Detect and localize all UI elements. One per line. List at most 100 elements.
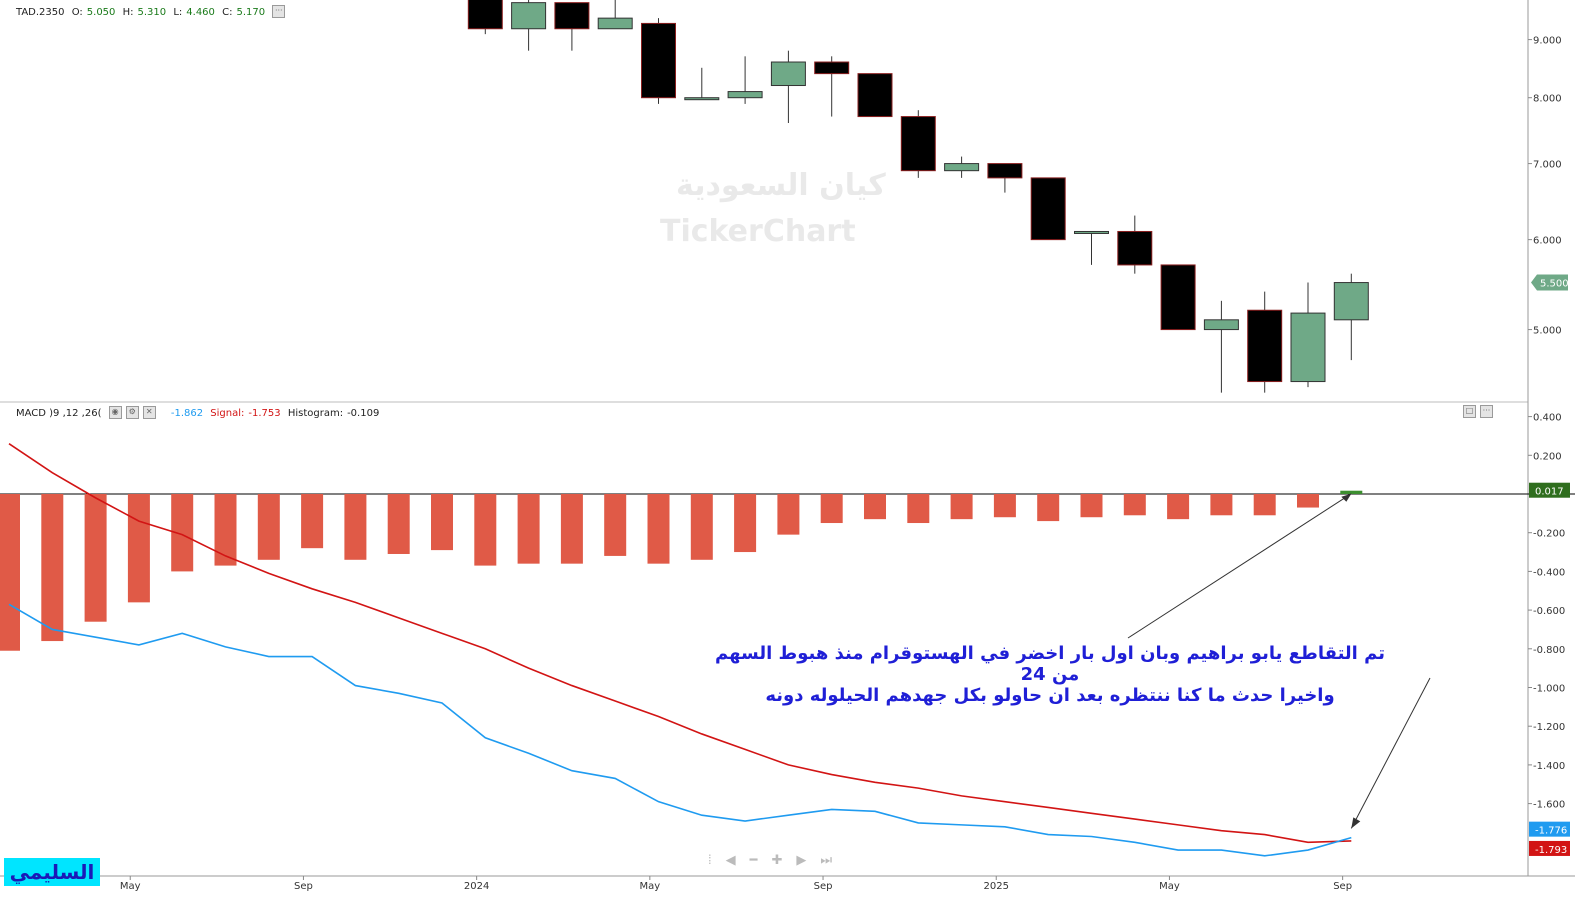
candle-down [987,163,1023,179]
annotation-text: تم التقاطع يابو براهيم وبان اول بار اخضر… [700,643,1400,706]
histogram-bar [1037,494,1060,522]
macd-last-label: -1.776 [1535,826,1567,837]
signal-line [8,443,1352,844]
candle-down [1247,309,1283,383]
annotation-arrow-crossover [1350,677,1431,829]
next-icon[interactable]: ▶ [796,852,821,867]
macd-tick-label: 0.400 [1533,413,1562,424]
time-tick-label: May [120,881,141,892]
histogram-bar [734,494,757,553]
histogram-bar [560,494,583,564]
signal-last-label: -1.793 [1535,845,1567,856]
histogram-bar [820,494,843,524]
close-value: 5.170 [236,6,266,18]
candle-up [597,17,633,30]
more-icon[interactable]: ··· [1480,405,1493,418]
histogram-value: -0.109 [347,407,380,419]
signal-label: Signal: [210,407,245,419]
candle-down [814,61,850,75]
zoom-in-icon[interactable]: ✚ [771,852,797,867]
last-price-tag [1531,274,1568,291]
macd-tick-label: -0.800 [1533,645,1565,656]
price-tick-label: 7.000 [1533,160,1562,171]
end-icon[interactable]: ⏭ [820,852,847,867]
candle-down [467,0,503,30]
macd-tick-label: 0.200 [1533,451,1562,462]
histogram-bar [214,494,237,566]
histogram-bar [84,494,107,622]
time-tick-label: May [1159,881,1180,892]
time-tick-label: Sep [294,881,313,892]
close-label: C: [222,6,233,18]
candle-up [1333,282,1369,321]
candle-down [1117,230,1153,266]
histogram-bar [257,494,280,560]
open-value: 5.050 [86,6,116,18]
histogram-bar [387,494,410,554]
annotation-line-2: واخيرا حدث ما كنا ننتظره بعد ان حاولو بك… [765,685,1335,706]
histogram-bar [127,494,150,603]
histogram-bar [647,494,670,564]
candle-down [1030,177,1066,241]
visibility-icon[interactable]: ◉ [108,406,122,419]
price-tick-label: 9.000 [1533,36,1562,47]
histogram-bar [1297,494,1319,508]
low-label: L: [173,6,183,18]
annotation-arrow-histogram [1127,493,1352,639]
more-options-icon[interactable]: ··· [272,5,286,18]
histogram-bar [777,494,800,535]
low-value: 4.460 [186,6,215,18]
prev-icon[interactable]: ◀ [725,852,750,867]
histogram-bar [1340,490,1363,494]
price-header: TAD.2350 O: 5.050 H: 5.310 L: 4.460 C: 5.170… [16,5,289,18]
histogram-bar [41,494,64,642]
histogram-bar [344,494,367,560]
macd-line [8,603,1352,857]
watermark-tickerchart: TickerChart [660,214,856,249]
annotation-line-1: تم التقاطع يابو براهيم وبان اول بار اخضر… [715,643,1385,685]
histogram-last-tag [1529,482,1570,498]
signal-value: -1.753 [248,407,281,419]
candle-up [511,2,547,30]
histogram-last-label: 0.017 [1535,487,1564,498]
maximize-icon[interactable]: □ [1463,405,1476,418]
candle-down [641,22,676,99]
watermark-arabic: كيان السعودية [676,168,886,203]
time-tick-label: Sep [814,881,833,892]
arrowhead-icon [1351,817,1361,829]
high-value: 5.310 [137,6,167,18]
candle-up [770,61,806,87]
macd-tick-label: -0.600 [1533,606,1565,617]
zoom-out-icon[interactable]: ━ [749,852,772,867]
histogram-bar [474,494,497,566]
chart-navigation-bar: ⁞◀━✚▶⏭ [708,852,846,868]
macd-tick-label: -1.000 [1533,684,1565,695]
histogram-bar [950,494,973,520]
macd-tick-label: -0.200 [1533,529,1565,540]
histogram-bar [1210,494,1233,516]
high-label: H: [122,6,134,18]
histogram-bar [907,494,930,524]
macd-tick-label: -1.400 [1533,761,1565,772]
histogram-bar [0,494,20,651]
close-icon[interactable]: ✕ [142,406,156,419]
price-tick-label: 5.000 [1533,326,1562,337]
candle-down [900,116,936,172]
time-tick-label: May [639,881,660,892]
price-tick-label: 6.000 [1533,236,1562,247]
candle-up [1074,230,1109,234]
histogram-bar [171,494,194,572]
histogram-bar [993,494,1016,518]
histogram-bar [864,494,886,520]
candle-up [1203,319,1239,331]
histogram-bar [604,494,627,556]
histogram-bar [1253,494,1276,516]
time-tick-label: 2025 [984,881,1009,892]
time-tick-label: Sep [1333,881,1352,892]
macd-header: MACD )9 ,12 ,26( ◉ ⚙ ✕ -1.862 Signal: -1.75… [16,406,383,419]
histogram-bar [517,494,540,564]
panel-controls: □ ··· [1463,405,1497,418]
gear-icon[interactable]: ⚙ [125,406,139,419]
histogram-bar [1123,494,1146,516]
